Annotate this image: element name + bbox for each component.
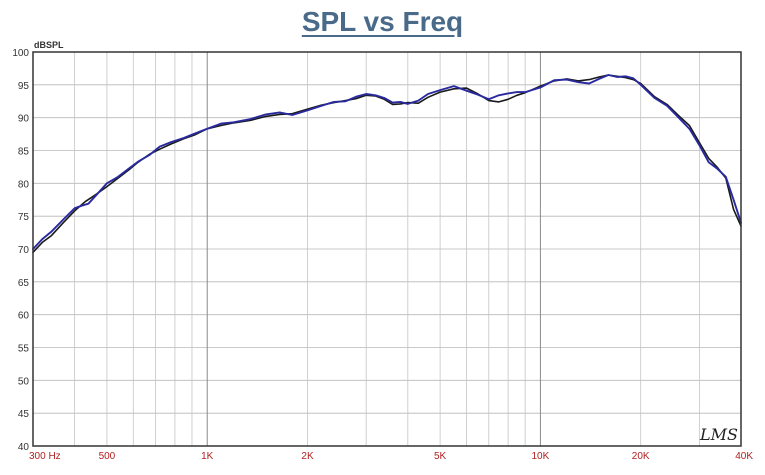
- chart-title: SPL vs Freq: [301, 6, 464, 37]
- y-tick-label: 90: [18, 114, 30, 125]
- x-tick-labels: 300 Hz 500 1K 2K 5K 10K 20K 40K: [29, 451, 753, 462]
- spl-series-line-1: [32, 74, 742, 254]
- x-tick-label: 1K: [201, 451, 214, 462]
- y-tick-label: 80: [18, 179, 30, 190]
- y-tick-label: 75: [18, 212, 30, 223]
- series-layer: [32, 74, 742, 254]
- y-tick-label: 50: [18, 376, 30, 387]
- spl-series-line-2: [32, 74, 742, 250]
- y-tick-labels: 40 45 50 55 60 65 70 75 80 85 90 95 100: [12, 48, 29, 453]
- grid-lines: [32, 51, 742, 447]
- y-tick-label: 100: [12, 48, 29, 59]
- lms-logo: LMS: [699, 425, 738, 444]
- y-tick-label: 70: [18, 245, 30, 256]
- x-tick-label: 300 Hz: [29, 451, 61, 462]
- x-tick-label: 500: [99, 451, 116, 462]
- x-tick-label: 10K: [532, 451, 550, 462]
- y-tick-label: 60: [18, 311, 30, 322]
- x-tick-label: 40K: [735, 451, 753, 462]
- y-tick-label: 95: [18, 81, 30, 92]
- x-tick-label: 2K: [301, 451, 314, 462]
- x-tick-label: 20K: [632, 451, 650, 462]
- y-tick-label: 55: [18, 344, 30, 355]
- plot-frame: [32, 51, 742, 447]
- y-axis-unit-label: dBSPL: [34, 40, 64, 50]
- y-tick-label: 40: [18, 442, 30, 453]
- x-tick-label: 5K: [434, 451, 447, 462]
- y-tick-label: 45: [18, 409, 30, 420]
- y-tick-label: 65: [18, 278, 30, 289]
- y-tick-label: 85: [18, 147, 30, 158]
